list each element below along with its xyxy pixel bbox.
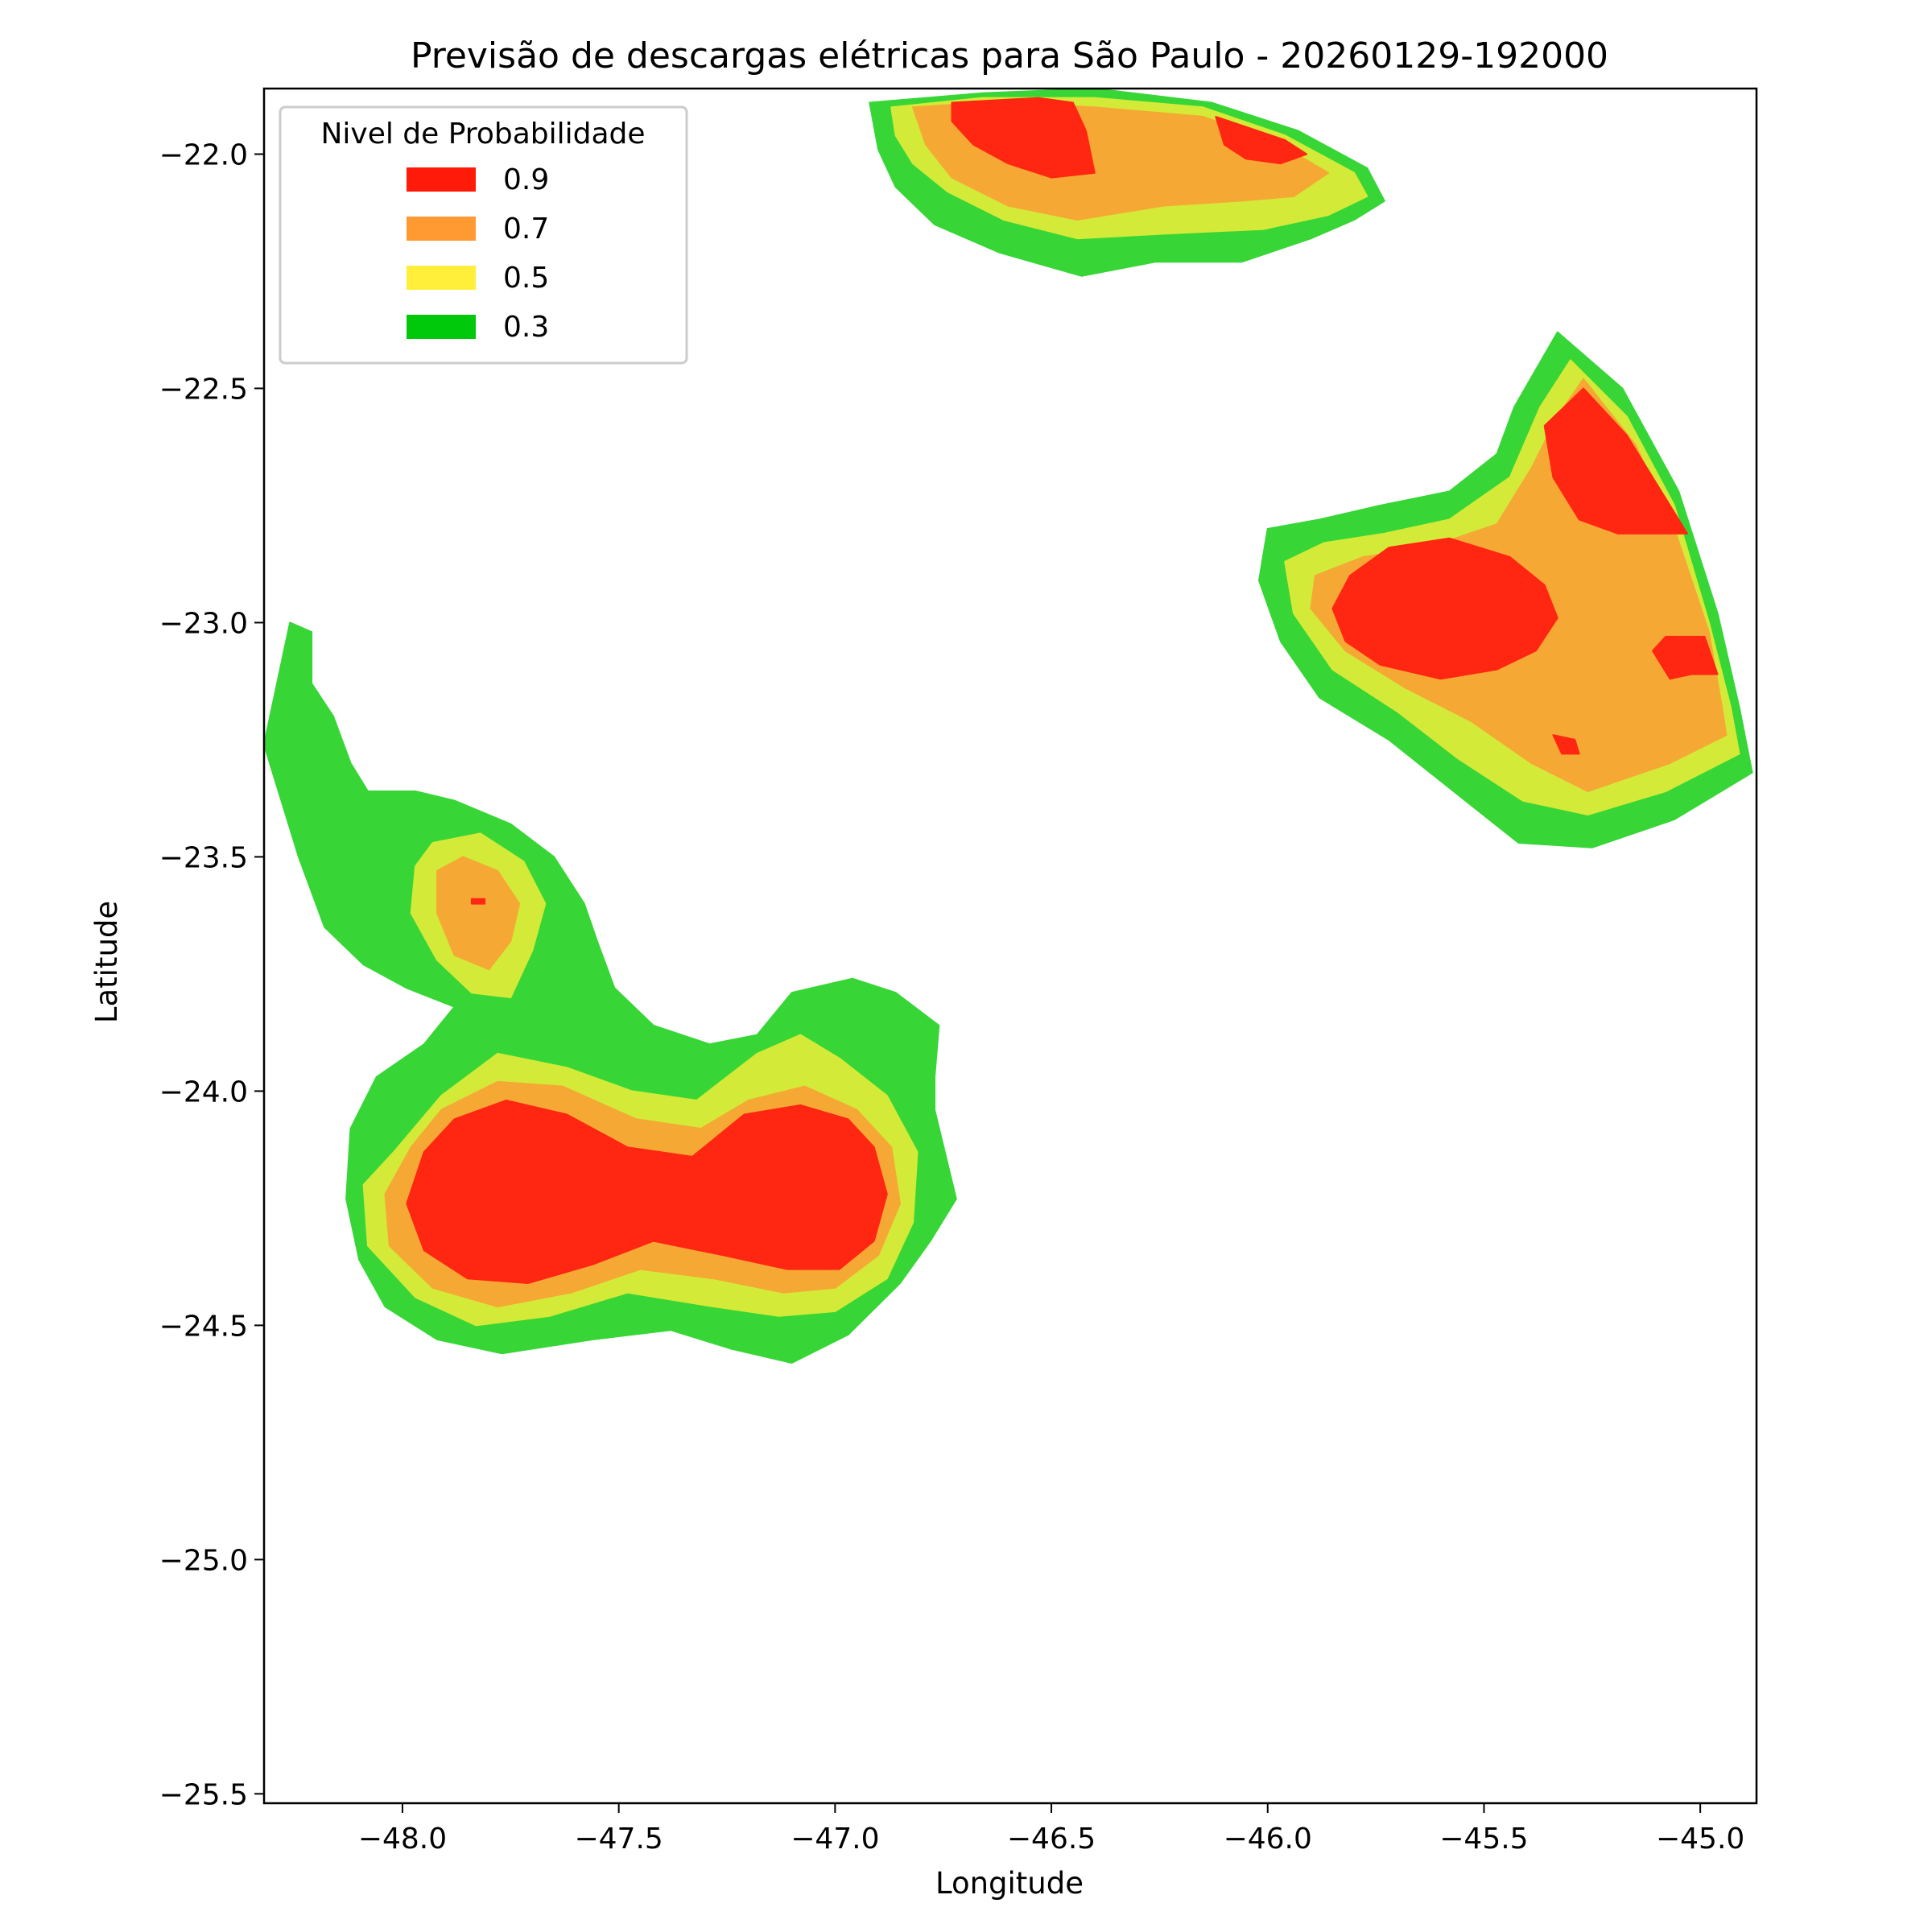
- y-tick-label: −23.5: [159, 841, 248, 874]
- legend-box: [279, 105, 688, 365]
- plot-frame: [262, 87, 1758, 1805]
- legend-entries: 0.9 0.7 0.5 0.3: [407, 163, 549, 344]
- contour-southwest-07-2: [436, 856, 521, 971]
- x-tick-label: −45.5: [1439, 1823, 1528, 1856]
- legend-swatch: [407, 266, 476, 290]
- x-tick-label: −48.0: [358, 1823, 447, 1856]
- y-tick-label: −24.0: [159, 1075, 248, 1108]
- y-tick-label: −25.0: [159, 1544, 248, 1577]
- contour-southwest-09-6: [406, 1100, 888, 1284]
- contour-east-07-7: [1612, 593, 1637, 614]
- y-tick-label: −23.0: [159, 607, 248, 640]
- legend-label: 0.7: [503, 213, 549, 246]
- y-axis-label: Latitude: [89, 901, 124, 1023]
- contour-east-09-5: [1652, 635, 1719, 680]
- contour-east-09-3: [1331, 537, 1558, 680]
- y-tick-label: −22.5: [159, 373, 248, 406]
- x-tick-label: −46.0: [1224, 1823, 1312, 1856]
- legend-title: Nivel de Probabilidade: [320, 118, 645, 151]
- axes: −48.0 −47.5 −47.0 −46.5 −46.0 −45.5 −45.0 −22.0…: [159, 87, 1758, 1856]
- contour-east-09-4: [1543, 387, 1688, 535]
- legend-label: 0.3: [503, 311, 549, 344]
- x-tick-label: −47.5: [574, 1823, 663, 1856]
- legend: Nivel de Probabilidade 0.9 0.7 0.5 0.3: [279, 105, 688, 365]
- contour-east-09-6: [1552, 734, 1580, 755]
- y-tick-label: −24.5: [159, 1310, 248, 1343]
- x-axis-label: Longitude: [935, 1866, 1084, 1901]
- contour-north-09-3: [951, 97, 1096, 179]
- legend-swatch: [407, 217, 476, 241]
- y-tick-label: −22.0: [159, 138, 248, 171]
- contour-north-09-4: [1215, 115, 1308, 165]
- x-tick-label: −46.5: [1007, 1823, 1096, 1856]
- chart-title: Previsão de descargas elétricas para São…: [411, 35, 1608, 76]
- legend-label: 0.5: [503, 262, 549, 295]
- y-tick-label: −25.5: [159, 1778, 248, 1811]
- x-tick-label: −45.0: [1656, 1823, 1744, 1856]
- contour-southwest-09-3: [470, 898, 486, 905]
- x-tick-label: −47.0: [791, 1823, 879, 1856]
- legend-label: 0.9: [503, 163, 549, 196]
- legend-swatch: [407, 315, 476, 339]
- plot-area: [264, 89, 1753, 1364]
- legend-swatch: [407, 167, 476, 192]
